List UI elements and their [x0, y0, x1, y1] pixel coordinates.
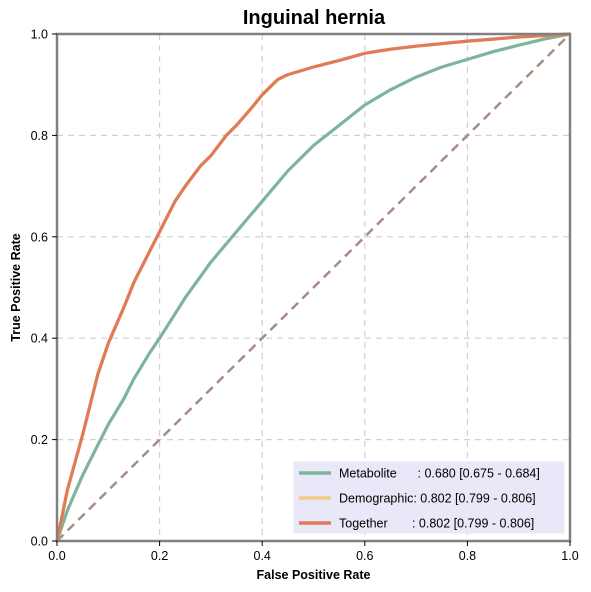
series-lines: [55, 32, 571, 542]
y-tick-label: 0.6: [31, 230, 48, 244]
x-tick-label: 0.4: [254, 549, 271, 563]
y-tick-label: 0.2: [31, 433, 48, 447]
y-tick-label: 1.0: [31, 28, 48, 42]
y-tick-label: 0.8: [31, 129, 48, 143]
grid-lines: [57, 34, 570, 541]
legend: Metabolite : 0.680 [0.675 - 0.684] Demogr…: [293, 461, 565, 534]
legend-label-demographic: Demographic: 0.802 [0.799 - 0.806]: [339, 492, 536, 506]
x-axis-label: False Positive Rate: [257, 568, 371, 582]
y-tick-label: 0.4: [31, 332, 48, 346]
series-line-metabolite: [55, 32, 571, 542]
x-tick-label: 0.2: [151, 549, 168, 563]
y-axis-ticks: 0.0 0.2 0.4 0.6 0.8 1.0: [31, 28, 57, 549]
y-axis-label: True Positive Rate: [9, 233, 23, 341]
x-tick-label: 0.6: [356, 549, 373, 563]
plot-frame: [55, 32, 572, 543]
legend-box: [293, 461, 565, 534]
series-line-together: [55, 32, 571, 542]
chart-title: Inguinal hernia: [243, 7, 386, 29]
y-tick-label: 0.0: [31, 535, 48, 549]
legend-label-together: Together : 0.802 [0.799 - 0.806]: [339, 517, 534, 531]
legend-label-metabolite: Metabolite : 0.680 [0.675 - 0.684]: [339, 467, 540, 481]
chance-diagonal-line: [56, 33, 571, 542]
x-tick-label: 1.0: [561, 549, 578, 563]
x-tick-label: 0.8: [459, 549, 476, 563]
x-axis-ticks: 0.0 0.2 0.4 0.6 0.8 1.0: [48, 541, 579, 563]
x-tick-label: 0.0: [48, 549, 65, 563]
